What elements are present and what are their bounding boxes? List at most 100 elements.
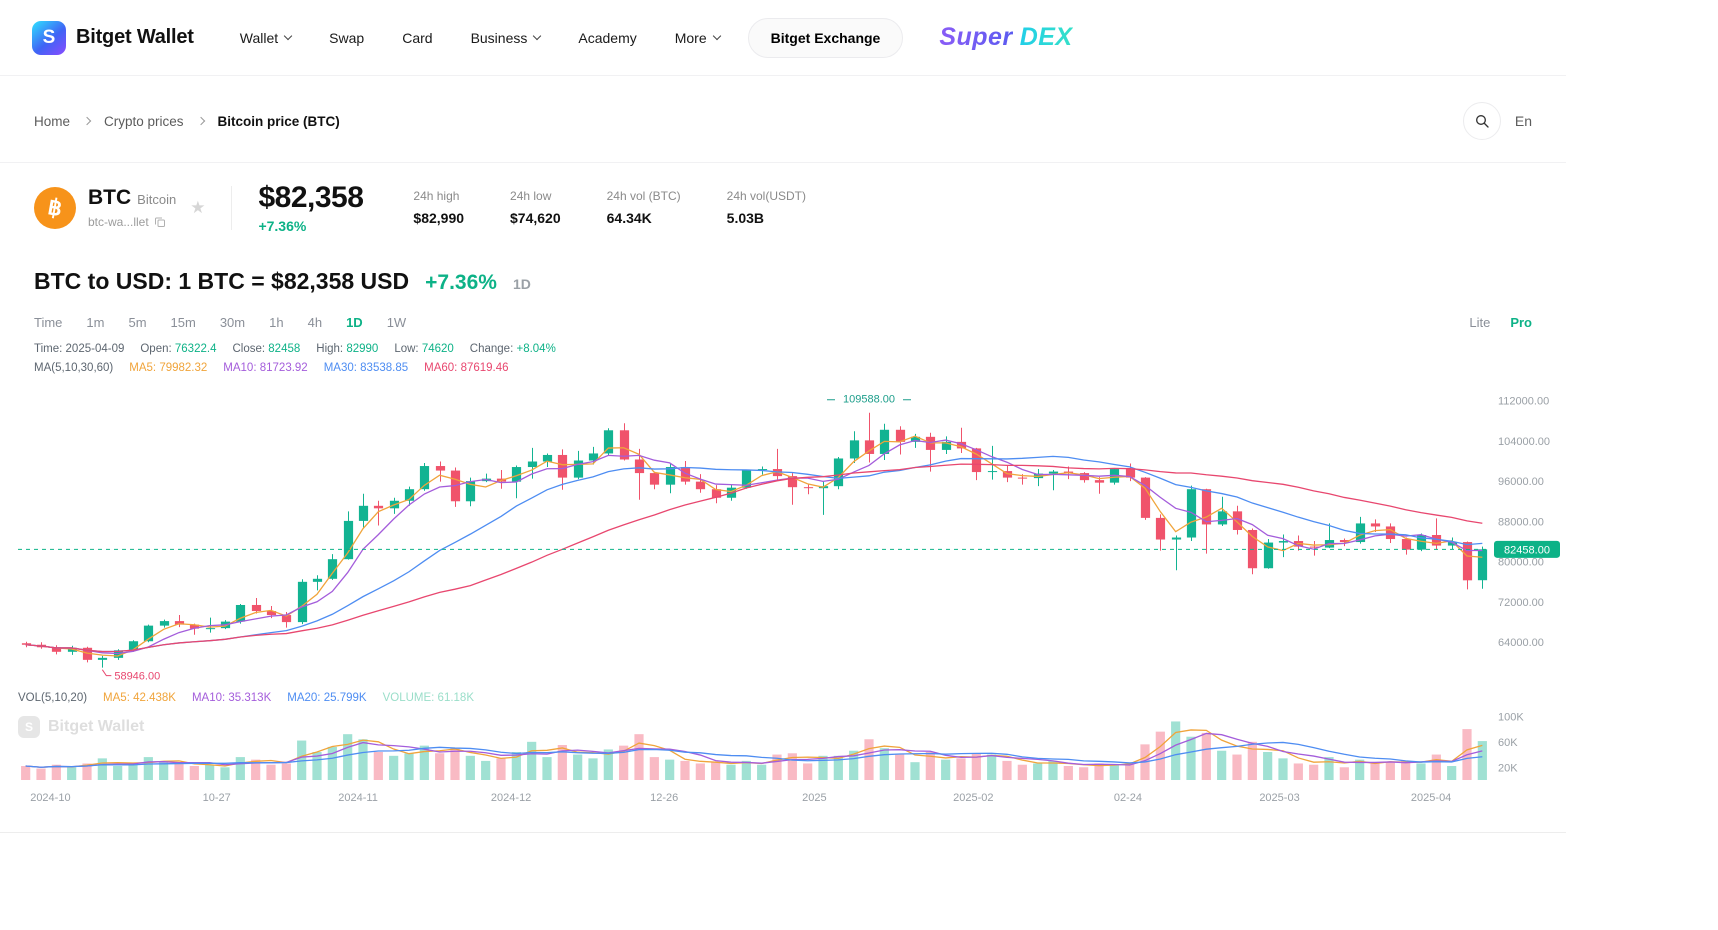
chevron-down-icon bbox=[283, 31, 293, 41]
stat-label: 24h vol(USDT) bbox=[726, 189, 807, 203]
chevron-down-icon bbox=[712, 31, 721, 41]
bitcoin-glyph: ฿ bbox=[46, 193, 65, 221]
interval-15m[interactable]: 15m bbox=[170, 315, 196, 330]
coin-address: btc-wa...llet bbox=[88, 215, 149, 229]
stat-24h-high: 24h high $82,990 bbox=[413, 189, 464, 226]
ohlc-low-value: 74620 bbox=[421, 343, 454, 355]
nav-item-more[interactable]: More bbox=[675, 30, 721, 46]
price-change: +7.36% bbox=[258, 218, 307, 234]
breadcrumb-home[interactable]: Home bbox=[34, 113, 71, 129]
stat-label: 24h low bbox=[510, 189, 552, 203]
coin-symbol: BTC bbox=[88, 186, 132, 209]
super-dex-logo-part2: DEX bbox=[1019, 23, 1073, 51]
mode-pro[interactable]: Pro bbox=[1510, 315, 1532, 330]
coin-head: BTC Bitcoin btc-wa...llet bbox=[88, 186, 176, 229]
breadcrumb-right: En bbox=[1462, 102, 1532, 140]
ohlc-high-value: 82990 bbox=[346, 343, 379, 355]
nav-label: Swap bbox=[329, 29, 365, 46]
bitget-exchange-button[interactable]: Bitget Exchange bbox=[747, 17, 904, 58]
interval-1h[interactable]: 1h bbox=[269, 315, 284, 330]
breadcrumb-current: Bitcoin price (BTC) bbox=[217, 113, 340, 129]
chart-modes: Lite Pro bbox=[1469, 315, 1532, 330]
interval-4h[interactable]: 4h bbox=[307, 315, 323, 330]
nav-item-swap[interactable]: Swap bbox=[329, 30, 364, 46]
brand[interactable]: S Bitget Wallet bbox=[32, 20, 194, 55]
bitcoin-icon: ฿ bbox=[34, 186, 76, 229]
super-dex-logo[interactable]: Super DEX bbox=[939, 23, 1072, 52]
ma10-value: 81723.92 bbox=[259, 362, 308, 374]
mode-lite[interactable]: Lite bbox=[1469, 315, 1491, 330]
interval-30m[interactable]: 30m bbox=[219, 315, 246, 330]
coin-name: Bitcoin bbox=[137, 192, 177, 207]
interval-1w[interactable]: 1W bbox=[386, 315, 407, 330]
breadcrumb-crypto-prices[interactable]: Crypto prices bbox=[104, 113, 184, 129]
breadcrumb: Home Crypto prices Bitcoin price (BTC) E… bbox=[0, 76, 1566, 163]
ma60-label: MA60: bbox=[424, 362, 458, 374]
nav-label: Wallet bbox=[239, 29, 279, 46]
main-nav: Wallet Swap Card Business Academy More bbox=[239, 29, 721, 46]
stat-value: $82,990 bbox=[413, 210, 465, 226]
ohlc-high-label: High: bbox=[316, 343, 344, 355]
nav-label: Card bbox=[402, 29, 433, 46]
chevron-right-icon bbox=[196, 116, 205, 126]
brand-name: Bitget Wallet bbox=[76, 26, 194, 48]
title-interval: 1D bbox=[512, 276, 531, 292]
ohlc-info-line: Time: 2025-04-09 Open: 76322.4 Close: 82… bbox=[34, 343, 1532, 355]
ma60-value: 87619.46 bbox=[460, 362, 509, 374]
ohlc-change-label: Change: bbox=[469, 343, 514, 355]
ma-group-label: MA(5,10,30,60) bbox=[34, 362, 114, 374]
page: S Bitget Wallet Wallet Swap Card Busines… bbox=[0, 0, 1566, 833]
ohlc-low-label: Low: bbox=[394, 343, 419, 355]
ohlc-time-value: 2025-04-09 bbox=[65, 343, 125, 355]
bitget-wallet-logo-icon: S bbox=[32, 20, 66, 55]
ma5-label: MA5: bbox=[129, 362, 157, 374]
interval-1m[interactable]: 1m bbox=[86, 315, 105, 330]
chart-toolbar: Time 1m 5m 15m 30m 1h 4h 1D 1W Lite Pro bbox=[0, 297, 1566, 330]
language-selector[interactable]: En bbox=[1514, 113, 1532, 129]
ma-info-line: MA(5,10,30,60) MA5: 79982.32 MA10: 81723… bbox=[34, 362, 1532, 374]
stat-value: 5.03B bbox=[726, 210, 765, 226]
title-row: BTC to USD: 1 BTC = $82,358 USD +7.36% 1… bbox=[0, 242, 1566, 297]
nav-item-card[interactable]: Card bbox=[402, 30, 432, 46]
ohlc-open-label: Open: bbox=[140, 343, 172, 355]
search-icon bbox=[1475, 115, 1489, 128]
ma30-value: 83538.85 bbox=[360, 362, 409, 374]
interval-1d[interactable]: 1D bbox=[346, 315, 363, 330]
nav-item-wallet[interactable]: Wallet bbox=[239, 29, 293, 46]
interval-5m[interactable]: 5m bbox=[128, 315, 147, 330]
title-change: +7.36% bbox=[425, 271, 497, 294]
divider bbox=[0, 832, 1566, 833]
copy-icon[interactable] bbox=[154, 216, 166, 228]
chevron-right-icon bbox=[82, 116, 92, 126]
nav-label: Business bbox=[470, 29, 528, 46]
ma30-label: MA30: bbox=[323, 362, 357, 374]
ma10-label: MA10: bbox=[223, 362, 257, 374]
chart-area: VOL(5,10,20) MA5: 42.438K MA10: 35.313K … bbox=[0, 380, 1566, 830]
stat-label: 24h vol (BTC) bbox=[606, 189, 681, 203]
stat-24h-vol-btc: 24h vol (BTC) 64.34K bbox=[607, 189, 681, 226]
ohlc-close-value: 82458 bbox=[268, 343, 301, 355]
chart-legend-area: Time: 2025-04-09 Open: 76322.4 Close: 82… bbox=[0, 330, 1566, 374]
price-block: $82,358 +7.36% bbox=[258, 181, 363, 234]
chevron-down-icon bbox=[533, 31, 542, 41]
page-title: BTC to USD: 1 BTC = $82,358 USD bbox=[34, 268, 410, 294]
nav-item-business[interactable]: Business bbox=[470, 29, 542, 46]
super-dex-logo-part1: Super bbox=[939, 23, 1013, 51]
search-button[interactable] bbox=[1462, 102, 1501, 140]
candlestick-chart[interactable] bbox=[0, 380, 1566, 830]
ohlc-close-label: Close: bbox=[232, 343, 266, 355]
nav-label: Academy bbox=[578, 29, 637, 46]
ohlc-open-value: 76322.4 bbox=[174, 343, 217, 355]
time-label: Time bbox=[34, 315, 63, 330]
header: S Bitget Wallet Wallet Swap Card Busines… bbox=[0, 0, 1566, 76]
stat-24h-low: 24h low $74,620 bbox=[510, 189, 561, 226]
stat-value: 64.34K bbox=[606, 210, 652, 226]
favorite-star-icon[interactable]: ★ bbox=[190, 197, 206, 217]
stat-value: $74,620 bbox=[510, 210, 561, 226]
stat-label: 24h high bbox=[413, 189, 460, 203]
ma5-value: 79982.32 bbox=[159, 362, 208, 374]
divider bbox=[231, 185, 233, 230]
nav-item-academy[interactable]: Academy bbox=[578, 30, 636, 46]
stat-24h-vol-usdt: 24h vol(USDT) 5.03B bbox=[727, 189, 806, 226]
coin-price-section: ฿ BTC Bitcoin btc-wa...llet ★ $82,358 +7… bbox=[0, 163, 1566, 242]
